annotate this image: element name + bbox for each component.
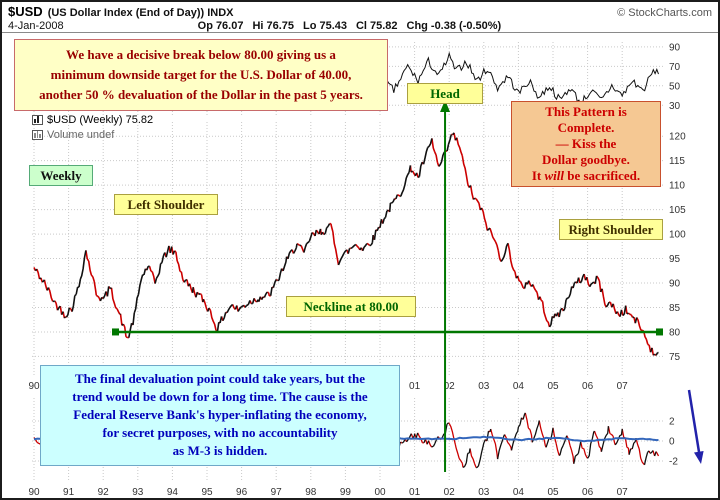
header-title-row: $USD (US Dollar Index (End of Day)) INDX…: [8, 4, 714, 19]
y-axis-tick-label: 100: [669, 230, 686, 241]
y-axis-tick-label: 115: [669, 156, 685, 167]
head-label: Head: [407, 83, 483, 104]
note-line: another 50 % devaluation of the Dollar i…: [39, 87, 363, 102]
x-axis-year-label: 02: [444, 381, 456, 392]
right-shoulder-label: Right Shoulder: [559, 219, 663, 240]
note-line: This Pattern is: [545, 104, 627, 119]
note-line: Complete.: [557, 120, 615, 135]
series-overlay-label-row: $USD (Weekly) 75.82: [32, 114, 153, 126]
y-axis-tick-label: 30: [669, 101, 681, 112]
x-axis-year-label: 06: [582, 381, 594, 392]
downtrend-arrowhead: [694, 451, 704, 464]
note-line: minimum downside target for the U.S. Dol…: [50, 67, 352, 82]
copyright: © StockCharts.com: [617, 7, 712, 19]
y-axis-tick-label: 120: [669, 132, 686, 143]
note-line: We have a decisive break below 80.00 giv…: [66, 47, 336, 62]
note-line-part: It: [531, 168, 545, 183]
y-axis-tick-label: 105: [669, 205, 686, 216]
change-value: -0.38 (-0.50%): [430, 20, 502, 32]
chart-header: $USD (US Dollar Index (End of Day)) INDX…: [2, 2, 718, 33]
symbol-description: (US Dollar Index (End of Day)) INDX: [47, 7, 234, 19]
y-axis-tick-label: 90: [669, 42, 681, 53]
note-line: trend would be down for a long time. The…: [72, 389, 368, 404]
x-axis-year-label: 03: [478, 487, 490, 498]
y-axis-tick-label: 110: [669, 181, 685, 192]
head-up-arrowhead: [440, 100, 451, 112]
usd-weekly-close-down: [33, 132, 657, 357]
volume-icon[interactable]: [32, 130, 43, 140]
symbol: $USD: [8, 4, 43, 19]
x-axis-year-label: 07: [617, 381, 629, 392]
x-axis-year-label: 98: [305, 487, 317, 498]
quote-line: Op 76.07 Hi 76.75 Lo 75.43 Cl 75.82 Chg …: [198, 20, 511, 32]
note-line: It will be sacrificed.: [512, 168, 660, 184]
x-axis-year-label: 91: [63, 487, 75, 498]
note-line-part: be sacrificed.: [563, 168, 641, 183]
note-line: — Kiss the: [555, 136, 617, 151]
x-axis-year-label: 95: [201, 487, 213, 498]
x-axis-year-label: 90: [28, 487, 40, 498]
y-axis-tick-label: 2: [669, 417, 675, 428]
y-axis-tick-label: 75: [669, 352, 681, 363]
neckline-left-endpoint: [112, 328, 119, 336]
y-axis-tick-label: 85: [669, 303, 681, 314]
y-axis-tick-label: 0: [669, 437, 675, 448]
note-line: The final devaluation point could take y…: [74, 371, 365, 386]
x-axis-year-label: 92: [98, 487, 110, 498]
x-axis-year-label: 02: [444, 487, 456, 498]
x-axis-year-label: 04: [513, 381, 525, 392]
y-axis-tick-label: 95: [669, 254, 681, 265]
low-label: Lo: [303, 20, 317, 32]
x-axis-year-label: 01: [409, 487, 421, 498]
downtrend-arrow-line: [687, 389, 701, 453]
usd-weekly-close-up: [34, 132, 659, 356]
y-axis-tick-label: 90: [669, 279, 681, 290]
note-line: for secret purposes, with no accountabil…: [102, 425, 338, 440]
x-axis-year-label: 01: [409, 381, 421, 392]
x-axis-year-label: 97: [271, 487, 283, 498]
open-label: Op: [197, 20, 213, 32]
low-value: 75.43: [319, 20, 347, 32]
devaluation-note: The final devaluation point could take y…: [40, 365, 400, 466]
chart-style-icon[interactable]: [32, 115, 43, 125]
x-axis-year-label: 05: [547, 381, 559, 392]
x-axis-year-label: 06: [582, 487, 594, 498]
x-axis-year-label: 93: [132, 487, 144, 498]
quote-date: 4-Jan-2008: [8, 20, 64, 32]
high-label: Hi: [252, 20, 264, 32]
x-axis-year-label: 96: [236, 487, 248, 498]
note-line: Federal Reserve Bank's hyper-inflating t…: [73, 407, 367, 422]
note-line: Dollar goodbye.: [542, 152, 630, 167]
change-label: Chg: [406, 20, 428, 32]
high-value: 76.75: [266, 20, 294, 32]
weekly-timeframe-label: Weekly: [29, 165, 93, 186]
x-axis-year-label: 90: [28, 381, 40, 392]
x-axis-year-label: 07: [617, 487, 629, 498]
downside-target-note: We have a decisive break below 80.00 giv…: [14, 39, 388, 111]
series-overlay-label: $USD (Weekly) 75.82: [47, 114, 154, 126]
pattern-complete-note: This Pattern is Complete. — Kiss the Dol…: [511, 101, 661, 187]
x-axis-year-label: 03: [478, 381, 490, 392]
x-axis-year-label: 00: [374, 487, 386, 498]
y-axis-tick-label: -2: [669, 457, 678, 468]
x-axis-year-label: 04: [513, 487, 525, 498]
note-line: as M-3 is hidden.: [172, 443, 268, 458]
close-value: 75.82: [369, 20, 398, 32]
volume-overlay-label-row: Volume undef: [32, 129, 114, 141]
header-quote-row: 4-Jan-2008 Op 76.07 Hi 76.75 Lo 75.43 Cl…: [8, 20, 714, 32]
neckline-label: Neckline at 80.00: [286, 296, 416, 317]
y-axis-tick-label: 80: [669, 327, 681, 338]
x-axis-year-label: 05: [547, 487, 559, 498]
left-shoulder-label: Left Shoulder: [114, 194, 218, 215]
neckline-right-endpoint: [656, 328, 663, 336]
x-axis-year-label: 99: [340, 487, 352, 498]
y-axis-tick-label: 70: [669, 62, 681, 73]
note-line-emphasis: will: [544, 168, 564, 183]
close-label: Cl: [355, 20, 367, 32]
open-value: 76.07: [215, 20, 244, 32]
x-axis-year-label: 94: [167, 487, 179, 498]
y-axis-tick-label: 50: [669, 81, 681, 92]
volume-overlay-label: Volume undef: [47, 129, 115, 141]
